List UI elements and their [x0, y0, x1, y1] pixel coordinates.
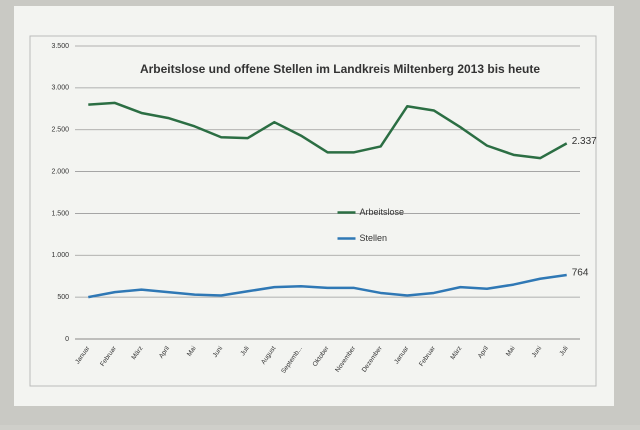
x-tick-label: Juli [558, 345, 569, 357]
y-tick-label: 0 [65, 336, 69, 343]
chart-title: Arbeitslose und offene Stellen im Landkr… [140, 62, 540, 76]
x-tick-label: Mai [186, 345, 198, 358]
x-tick-label: Juli [239, 345, 250, 357]
y-tick-label: 3.500 [51, 43, 69, 50]
data-label: 2.337 [572, 136, 597, 147]
y-tick-label: 3.000 [51, 85, 69, 92]
data-label: 764 [572, 268, 589, 279]
legend-label: Stellen [360, 233, 388, 243]
data-line [88, 273, 567, 299]
data-line [88, 101, 568, 160]
y-tick-label: 2.500 [51, 127, 69, 134]
y-tick-label: 500 [57, 294, 69, 301]
y-tick-label: 2.000 [51, 168, 69, 175]
chart-border [29, 35, 597, 387]
y-tick-label: 1.500 [51, 210, 69, 217]
legend-label: Arbeitslose [360, 207, 405, 217]
x-tick-label: Mai [505, 345, 517, 358]
y-tick-label: 1.000 [51, 252, 69, 259]
